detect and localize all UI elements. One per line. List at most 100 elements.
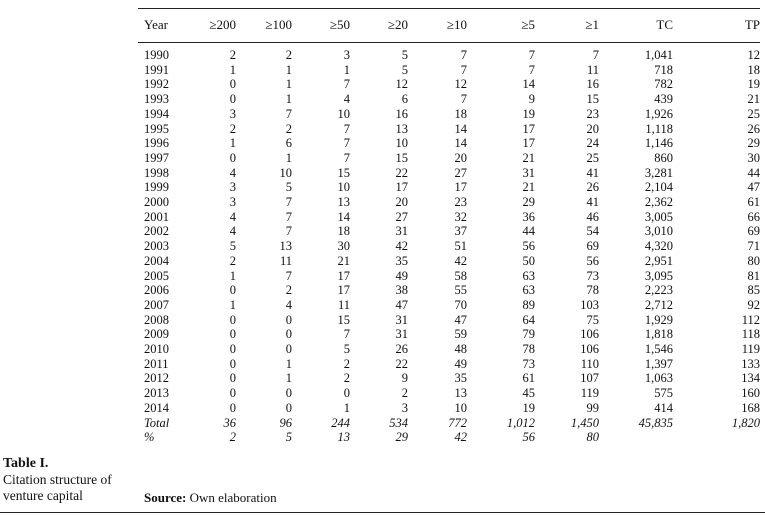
value-cell: 55 bbox=[454, 283, 468, 298]
value-cell: 47 bbox=[454, 312, 468, 327]
value-cell: 7 bbox=[285, 195, 292, 210]
value-cell: 61 bbox=[747, 195, 761, 210]
value-cell: 14 bbox=[454, 136, 468, 151]
value-cell: 16 bbox=[395, 106, 409, 121]
value-cell: 22 bbox=[395, 356, 409, 371]
table-row: 1997 0 1 7 15 20 21 25 860 30 bbox=[140, 151, 760, 166]
year-cell: 2011 bbox=[144, 356, 169, 371]
summary-value-cell: 244 bbox=[331, 415, 350, 430]
table-body: 1990 2 2 3 5 7 7 7 1,041 12 1991 1 1 1 5 7 7 11 718 18 1992 0… bbox=[140, 42, 760, 445]
value-cell: 3 bbox=[343, 48, 350, 62]
value-cell: 575 bbox=[654, 386, 673, 401]
value-cell: 26 bbox=[586, 180, 600, 195]
value-cell: 80 bbox=[747, 253, 761, 268]
table-label: Table I. bbox=[3, 456, 49, 471]
value-cell: 30 bbox=[747, 150, 761, 165]
value-cell: 20 bbox=[454, 150, 468, 165]
year-cell: 2003 bbox=[144, 239, 169, 254]
value-cell: 1,546 bbox=[644, 342, 673, 357]
value-cell: 2 bbox=[229, 121, 236, 136]
value-cell: 12 bbox=[454, 77, 468, 92]
value-cell: 782 bbox=[654, 77, 673, 92]
year-cell: 1997 bbox=[144, 150, 169, 165]
value-cell: 59 bbox=[454, 327, 468, 342]
value-cell: 27 bbox=[395, 209, 409, 224]
value-cell: 78 bbox=[522, 342, 536, 357]
value-cell: 0 bbox=[229, 342, 236, 357]
value-cell: 7 bbox=[460, 48, 467, 62]
summary-value-cell: 1,820 bbox=[731, 415, 760, 430]
value-cell: 18 bbox=[747, 62, 761, 77]
year-cell: 1992 bbox=[144, 77, 169, 92]
value-cell: 1 bbox=[285, 62, 292, 77]
value-cell: 31 bbox=[522, 165, 536, 180]
table-caption-text: Citation structure of venture capital bbox=[3, 472, 112, 503]
value-cell: 31 bbox=[395, 312, 409, 327]
value-cell: 2,951 bbox=[644, 253, 673, 268]
table-row: 2008 0 0 15 31 47 64 75 1,929 112 bbox=[140, 313, 760, 328]
value-cell: 0 bbox=[229, 283, 236, 298]
value-cell: 73 bbox=[522, 356, 536, 371]
value-cell: 2 bbox=[285, 283, 292, 298]
summary-value-cell: 13 bbox=[337, 430, 351, 445]
value-cell: 14 bbox=[522, 77, 536, 92]
value-cell: 1 bbox=[229, 62, 236, 77]
table-row: 2003 5 13 30 42 51 56 69 4,320 71 bbox=[140, 239, 760, 254]
value-cell: 46 bbox=[586, 209, 600, 224]
value-cell: 168 bbox=[741, 400, 760, 415]
value-cell: 7 bbox=[528, 62, 535, 77]
value-cell: 0 bbox=[229, 77, 236, 92]
value-cell: 3,095 bbox=[644, 268, 673, 283]
value-cell: 0 bbox=[229, 386, 236, 401]
value-cell: 5 bbox=[285, 180, 292, 195]
value-cell: 3 bbox=[229, 180, 236, 195]
table-row: 1991 1 1 1 5 7 7 11 718 18 bbox=[140, 63, 760, 78]
source-text: Own elaboration bbox=[189, 490, 277, 505]
value-cell: 81 bbox=[747, 268, 761, 283]
table-top-rule bbox=[138, 8, 760, 9]
value-cell: 41 bbox=[586, 165, 600, 180]
year-cell: 2007 bbox=[144, 297, 169, 312]
value-cell: 54 bbox=[586, 224, 600, 239]
value-cell: 1,041 bbox=[644, 48, 673, 62]
value-cell: 2 bbox=[285, 48, 292, 62]
value-cell: 1 bbox=[229, 136, 236, 151]
value-cell: 0 bbox=[343, 386, 350, 401]
value-cell: 14 bbox=[337, 209, 351, 224]
value-cell: 2 bbox=[343, 371, 350, 386]
source-label: Source: bbox=[144, 490, 187, 505]
value-cell: 0 bbox=[285, 400, 292, 415]
value-cell: 21 bbox=[522, 180, 536, 195]
value-cell: 7 bbox=[285, 106, 292, 121]
value-cell: 37 bbox=[454, 224, 468, 239]
value-cell: 21 bbox=[747, 92, 761, 107]
value-cell: 1 bbox=[285, 77, 292, 92]
value-cell: 32 bbox=[454, 209, 468, 224]
value-cell: 15 bbox=[337, 165, 351, 180]
table-row: 2001 4 7 14 27 32 36 46 3,005 66 bbox=[140, 210, 760, 225]
value-cell: 89 bbox=[522, 297, 536, 312]
value-cell: 13 bbox=[279, 239, 293, 254]
value-cell: 18 bbox=[454, 106, 468, 121]
value-cell: 48 bbox=[454, 342, 468, 357]
value-cell: 15 bbox=[395, 150, 409, 165]
summary-value-cell: 56 bbox=[522, 430, 536, 445]
year-cell: 1995 bbox=[144, 121, 169, 136]
value-cell: 106 bbox=[580, 327, 599, 342]
value-cell: 7 bbox=[343, 136, 350, 151]
table-row: 1992 0 1 7 12 12 14 16 782 19 bbox=[140, 77, 760, 92]
value-cell: 10 bbox=[337, 180, 351, 195]
value-cell: 70 bbox=[454, 297, 468, 312]
value-cell: 439 bbox=[654, 92, 673, 107]
value-cell: 49 bbox=[454, 356, 468, 371]
value-cell: 133 bbox=[741, 356, 760, 371]
value-cell: 42 bbox=[454, 253, 468, 268]
value-cell: 42 bbox=[395, 239, 409, 254]
value-cell: 66 bbox=[747, 209, 761, 224]
value-cell: 11 bbox=[279, 253, 292, 268]
table-row: 1998 4 10 15 22 27 31 41 3,281 44 bbox=[140, 166, 760, 181]
header-rule bbox=[138, 42, 760, 43]
summary-row: % 2 5 13 29 42 56 80 bbox=[140, 430, 760, 445]
year-cell: 2008 bbox=[144, 312, 169, 327]
value-cell: 7 bbox=[528, 48, 535, 62]
